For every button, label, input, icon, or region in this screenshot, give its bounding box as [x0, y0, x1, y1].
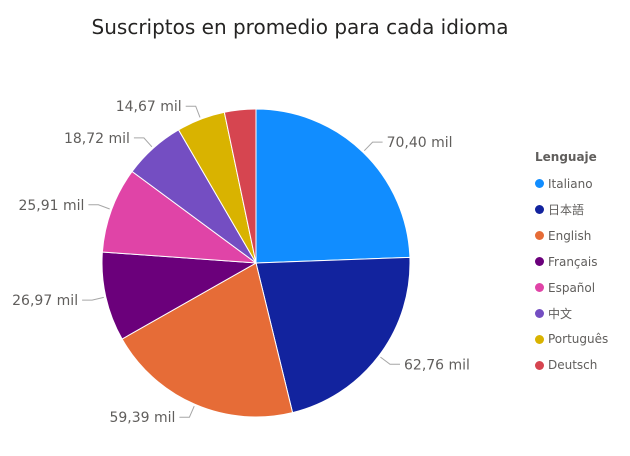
legend-label: 中文: [548, 306, 573, 321]
legend-label: Français: [548, 254, 598, 269]
legend-item-deutsch[interactable]: Deutsch: [535, 352, 608, 378]
leader-line: [185, 105, 201, 118]
legend-title: Lenguaje: [535, 150, 597, 164]
data-label: 14,67 mil: [116, 99, 182, 115]
legend-item-italiano[interactable]: Italiano: [535, 171, 608, 197]
data-label: 26,97 mil: [12, 293, 78, 309]
legend-item-english[interactable]: English: [535, 223, 608, 249]
leader-line: [82, 296, 104, 301]
pie-slice-espanol[interactable]: [101, 170, 258, 264]
data-label: 70,40 mil: [387, 135, 453, 151]
leader-line: [88, 204, 110, 210]
legend-label: Italiano: [548, 176, 593, 191]
leader-line: [363, 141, 383, 152]
data-label: 59,39 mil: [109, 410, 175, 426]
pie-slice-deutsch[interactable]: [223, 108, 257, 264]
legend-item-portugues[interactable]: Português: [535, 326, 608, 352]
legend-marker: [535, 205, 544, 215]
data-label: 25,91 mil: [18, 198, 84, 214]
legend-label: Português: [548, 332, 609, 347]
chart-title: Suscriptos en promedio para cada idioma: [91, 15, 509, 39]
legend-label: English: [548, 228, 592, 243]
legend-item-francais[interactable]: Français: [535, 249, 608, 275]
data-label: 62,76 mil: [404, 357, 470, 373]
legend-marker: [535, 257, 544, 267]
legend-marker: [535, 179, 544, 189]
legend-marker: [535, 308, 544, 318]
legend-label: 日本語: [548, 203, 585, 218]
data-label: 18,72 mil: [64, 131, 130, 147]
legend-item-espanol[interactable]: Español: [535, 275, 608, 301]
pie-slice-italiano[interactable]: [255, 108, 411, 264]
legend-label: Español: [548, 280, 596, 295]
legend-label: Deutsch: [548, 358, 598, 373]
legend-marker: [535, 283, 544, 292]
pie-slice-francais[interactable]: [101, 251, 258, 340]
legend-marker: [535, 334, 544, 344]
legend-marker: [535, 360, 544, 370]
legend-item-series-1[interactable]: 日本語: [535, 197, 608, 223]
leader-line: [133, 137, 153, 148]
leader-line: [179, 406, 195, 418]
pie-slice-english[interactable]: [121, 262, 294, 418]
legend: Lenguaje Italiano 日本語 English Français Españ…: [535, 150, 608, 378]
legend-marker: [535, 231, 544, 241]
pie-slice-series-1[interactable]: [255, 256, 411, 414]
legend-item-series-5[interactable]: 中文: [535, 300, 608, 326]
leader-line: [380, 356, 400, 365]
